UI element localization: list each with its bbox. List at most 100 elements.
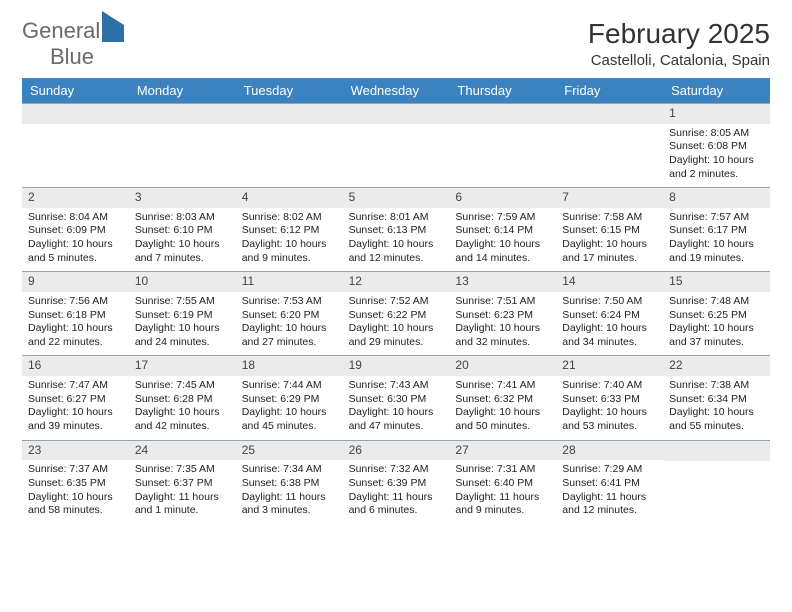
sunrise-text: Sunrise: 7:38 AM bbox=[669, 379, 764, 393]
day-cell: 16Sunrise: 7:47 AMSunset: 6:27 PMDayligh… bbox=[22, 356, 129, 439]
daylight-text: Daylight: 10 hours and 29 minutes. bbox=[349, 322, 444, 349]
day-number: 15 bbox=[663, 272, 770, 292]
day-number: 28 bbox=[556, 441, 663, 461]
weekday-sat: Saturday bbox=[663, 78, 770, 103]
day-cell bbox=[129, 104, 236, 187]
weekday-sun: Sunday bbox=[22, 78, 129, 103]
day-number: 8 bbox=[663, 188, 770, 208]
day-cell bbox=[663, 441, 770, 524]
sunrise-text: Sunrise: 7:31 AM bbox=[455, 463, 550, 477]
calendar: Sunday Monday Tuesday Wednesday Thursday… bbox=[22, 78, 770, 524]
sunset-text: Sunset: 6:28 PM bbox=[135, 393, 230, 407]
sunset-text: Sunset: 6:24 PM bbox=[562, 309, 657, 323]
daylight-text: Daylight: 10 hours and 24 minutes. bbox=[135, 322, 230, 349]
sunset-text: Sunset: 6:25 PM bbox=[669, 309, 764, 323]
sunrise-text: Sunrise: 8:05 AM bbox=[669, 127, 764, 141]
daylight-text: Daylight: 10 hours and 5 minutes. bbox=[28, 238, 123, 265]
day-number bbox=[663, 441, 770, 461]
day-number: 11 bbox=[236, 272, 343, 292]
sunrise-text: Sunrise: 7:32 AM bbox=[349, 463, 444, 477]
day-number bbox=[129, 104, 236, 124]
weeks-container: 1Sunrise: 8:05 AMSunset: 6:08 PMDaylight… bbox=[22, 103, 770, 524]
week-row: 9Sunrise: 7:56 AMSunset: 6:18 PMDaylight… bbox=[22, 271, 770, 355]
daylight-text: Daylight: 10 hours and 45 minutes. bbox=[242, 406, 337, 433]
day-number: 3 bbox=[129, 188, 236, 208]
day-cell: 27 Sunrise: 7:31 AMSunset: 6:40 PMDayligh… bbox=[449, 441, 556, 524]
day-cell: 19Sunrise: 7:43 AMSunset: 6:30 PMDayligh… bbox=[343, 356, 450, 439]
day-cell: 12Sunrise: 7:52 AMSunset: 6:22 PMDayligh… bbox=[343, 272, 450, 355]
sunrise-text: Sunrise: 7:41 AM bbox=[455, 379, 550, 393]
week-row: 2Sunrise: 8:04 AMSunset: 6:09 PMDaylight… bbox=[22, 187, 770, 271]
day-number: 16 bbox=[22, 356, 129, 376]
day-number: 23 bbox=[22, 441, 129, 461]
sunrise-text: Sunrise: 7:52 AM bbox=[349, 295, 444, 309]
day-number bbox=[236, 104, 343, 124]
day-number: 13 bbox=[449, 272, 556, 292]
day-cell: 24Sunrise: 7:35 AMSunset: 6:37 PMDayligh… bbox=[129, 441, 236, 524]
header: General Blue February 2025 Castelloli, C… bbox=[22, 18, 770, 70]
sunset-text: Sunset: 6:14 PM bbox=[455, 224, 550, 238]
daylight-text: Daylight: 11 hours and 12 minutes. bbox=[562, 491, 657, 518]
day-cell: 2Sunrise: 8:04 AMSunset: 6:09 PMDaylight… bbox=[22, 188, 129, 271]
daylight-text: Daylight: 10 hours and 12 minutes. bbox=[349, 238, 444, 265]
weekday-fri: Friday bbox=[556, 78, 663, 103]
daylight-text: Daylight: 11 hours and 3 minutes. bbox=[242, 491, 337, 518]
daylight-text: Daylight: 10 hours and 34 minutes. bbox=[562, 322, 657, 349]
day-cell: 28 Sunrise: 7:29 AMSunset: 6:41 PMDayligh… bbox=[556, 441, 663, 524]
sunrise-text: Sunrise: 7:44 AM bbox=[242, 379, 337, 393]
day-cell: 18Sunrise: 7:44 AMSunset: 6:29 PMDayligh… bbox=[236, 356, 343, 439]
sunrise-text: Sunrise: 7:55 AM bbox=[135, 295, 230, 309]
day-number: 4 bbox=[236, 188, 343, 208]
daylight-text: Daylight: 10 hours and 55 minutes. bbox=[669, 406, 764, 433]
day-cell: 11Sunrise: 7:53 AMSunset: 6:20 PMDayligh… bbox=[236, 272, 343, 355]
day-cell: 15Sunrise: 7:48 AMSunset: 6:25 PMDayligh… bbox=[663, 272, 770, 355]
day-cell: 3Sunrise: 8:03 AMSunset: 6:10 PMDaylight… bbox=[129, 188, 236, 271]
day-cell bbox=[236, 104, 343, 187]
sunset-text: Sunset: 6:12 PM bbox=[242, 224, 337, 238]
sunrise-text: Sunrise: 7:34 AM bbox=[242, 463, 337, 477]
sunrise-text: Sunrise: 7:29 AM bbox=[562, 463, 657, 477]
sunrise-text: Sunrise: 8:04 AM bbox=[28, 211, 123, 225]
day-cell: 14Sunrise: 7:50 AMSunset: 6:24 PMDayligh… bbox=[556, 272, 663, 355]
day-number: 27 bbox=[449, 441, 556, 461]
location: Castelloli, Catalonia, Spain bbox=[588, 52, 770, 69]
day-number: 17 bbox=[129, 356, 236, 376]
daylight-text: Daylight: 10 hours and 9 minutes. bbox=[242, 238, 337, 265]
day-cell: 13Sunrise: 7:51 AMSunset: 6:23 PMDayligh… bbox=[449, 272, 556, 355]
daylight-text: Daylight: 10 hours and 22 minutes. bbox=[28, 322, 123, 349]
sunset-text: Sunset: 6:22 PM bbox=[349, 309, 444, 323]
day-number bbox=[449, 104, 556, 124]
daylight-text: Daylight: 11 hours and 9 minutes. bbox=[455, 491, 550, 518]
sunset-text: Sunset: 6:20 PM bbox=[242, 309, 337, 323]
day-number: 14 bbox=[556, 272, 663, 292]
sunset-text: Sunset: 6:30 PM bbox=[349, 393, 444, 407]
title-block: February 2025 Castelloli, Catalonia, Spa… bbox=[588, 18, 770, 69]
day-cell: 7Sunrise: 7:58 AMSunset: 6:15 PMDaylight… bbox=[556, 188, 663, 271]
week-row: 23Sunrise: 7:37 AMSunset: 6:35 PMDayligh… bbox=[22, 440, 770, 524]
sunset-text: Sunset: 6:33 PM bbox=[562, 393, 657, 407]
daylight-text: Daylight: 10 hours and 2 minutes. bbox=[669, 154, 764, 181]
sunrise-text: Sunrise: 8:03 AM bbox=[135, 211, 230, 225]
day-cell: 22Sunrise: 7:38 AMSunset: 6:34 PMDayligh… bbox=[663, 356, 770, 439]
day-cell: 10Sunrise: 7:55 AMSunset: 6:19 PMDayligh… bbox=[129, 272, 236, 355]
sunrise-text: Sunrise: 7:43 AM bbox=[349, 379, 444, 393]
day-cell: 20Sunrise: 7:41 AMSunset: 6:32 PMDayligh… bbox=[449, 356, 556, 439]
sunrise-text: Sunrise: 8:02 AM bbox=[242, 211, 337, 225]
sunset-text: Sunset: 6:41 PM bbox=[562, 477, 657, 491]
logo-word2: Blue bbox=[50, 44, 94, 69]
week-row: 1Sunrise: 8:05 AMSunset: 6:08 PMDaylight… bbox=[22, 103, 770, 187]
sunset-text: Sunset: 6:10 PM bbox=[135, 224, 230, 238]
weekday-mon: Monday bbox=[129, 78, 236, 103]
day-number: 2 bbox=[22, 188, 129, 208]
month-title: February 2025 bbox=[588, 18, 770, 50]
daylight-text: Daylight: 10 hours and 53 minutes. bbox=[562, 406, 657, 433]
weekday-thu: Thursday bbox=[449, 78, 556, 103]
day-cell: 17Sunrise: 7:45 AMSunset: 6:28 PMDayligh… bbox=[129, 356, 236, 439]
daylight-text: Daylight: 10 hours and 47 minutes. bbox=[349, 406, 444, 433]
sunset-text: Sunset: 6:40 PM bbox=[455, 477, 550, 491]
sunrise-text: Sunrise: 7:53 AM bbox=[242, 295, 337, 309]
day-number: 20 bbox=[449, 356, 556, 376]
day-cell: 26Sunrise: 7:32 AMSunset: 6:39 PMDayligh… bbox=[343, 441, 450, 524]
sunrise-text: Sunrise: 7:35 AM bbox=[135, 463, 230, 477]
sunset-text: Sunset: 6:29 PM bbox=[242, 393, 337, 407]
